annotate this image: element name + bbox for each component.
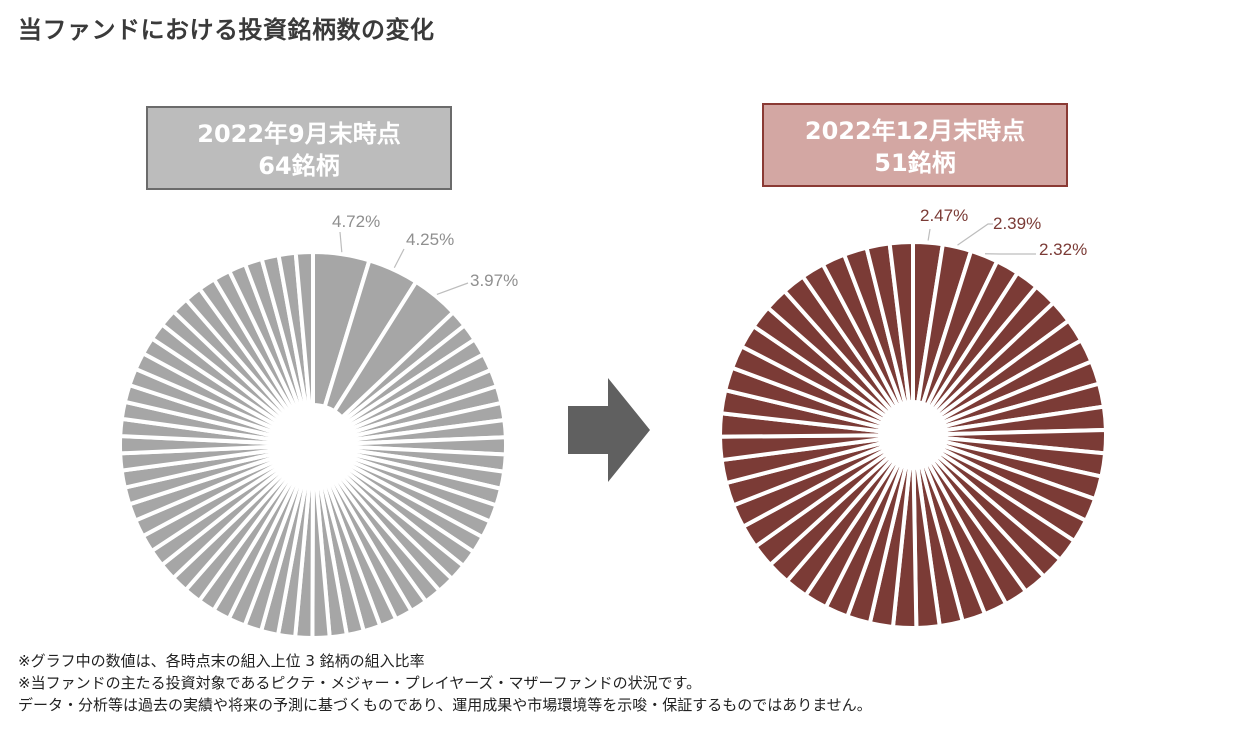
arrow-icon <box>568 378 650 482</box>
slice-value-label: 4.72% <box>332 212 380 231</box>
period-count: 51銘柄 <box>874 149 956 177</box>
pie-slice <box>887 239 915 405</box>
leader-line <box>957 223 993 246</box>
slice-value-label: 2.32% <box>1039 240 1087 259</box>
footnote: ※グラフ中の数値は、各時点末の組入上位 3 銘柄の組入比率 <box>18 652 425 670</box>
period-date: 2022年12月末時点 <box>804 117 1026 145</box>
footnotes: ※グラフ中の数値は、各時点末の組入上位 3 銘柄の組入比率 ※当ファンドの主たる… <box>18 650 872 716</box>
page-title: 当ファンドにおける投資銘柄数の変化 <box>18 16 435 44</box>
period-label-sep: 2022年9月末時点 64銘柄 <box>146 106 452 190</box>
pie-chart-sep: 4.72% 4.25% 3.97% <box>118 212 518 641</box>
pie-chart-dec: 2.47% 2.39% 2.32% <box>717 206 1108 631</box>
slice-value-label: 3.97% <box>470 271 518 290</box>
leader-line <box>927 228 931 241</box>
leader-line <box>339 231 343 253</box>
leader-line <box>436 282 469 295</box>
period-date: 2022年9月末時点 <box>197 120 401 148</box>
leader-line <box>393 248 405 269</box>
footnote: データ・分析等は過去の実績や将来の予測に基づくものであり、運用成果や市場環境等を… <box>18 696 872 714</box>
slice-value-label: 4.25% <box>406 230 454 249</box>
slice-value-label: 2.39% <box>993 214 1041 233</box>
period-count: 64銘柄 <box>258 152 340 180</box>
period-label-dec: 2022年12月末時点 51銘柄 <box>762 103 1068 187</box>
slice-value-label: 2.47% <box>920 206 968 225</box>
footnote: ※当ファンドの主たる投資対象であるピクテ・メジャー・プレイヤーズ・マザーファンド… <box>18 674 702 692</box>
pie-slice <box>293 249 315 408</box>
